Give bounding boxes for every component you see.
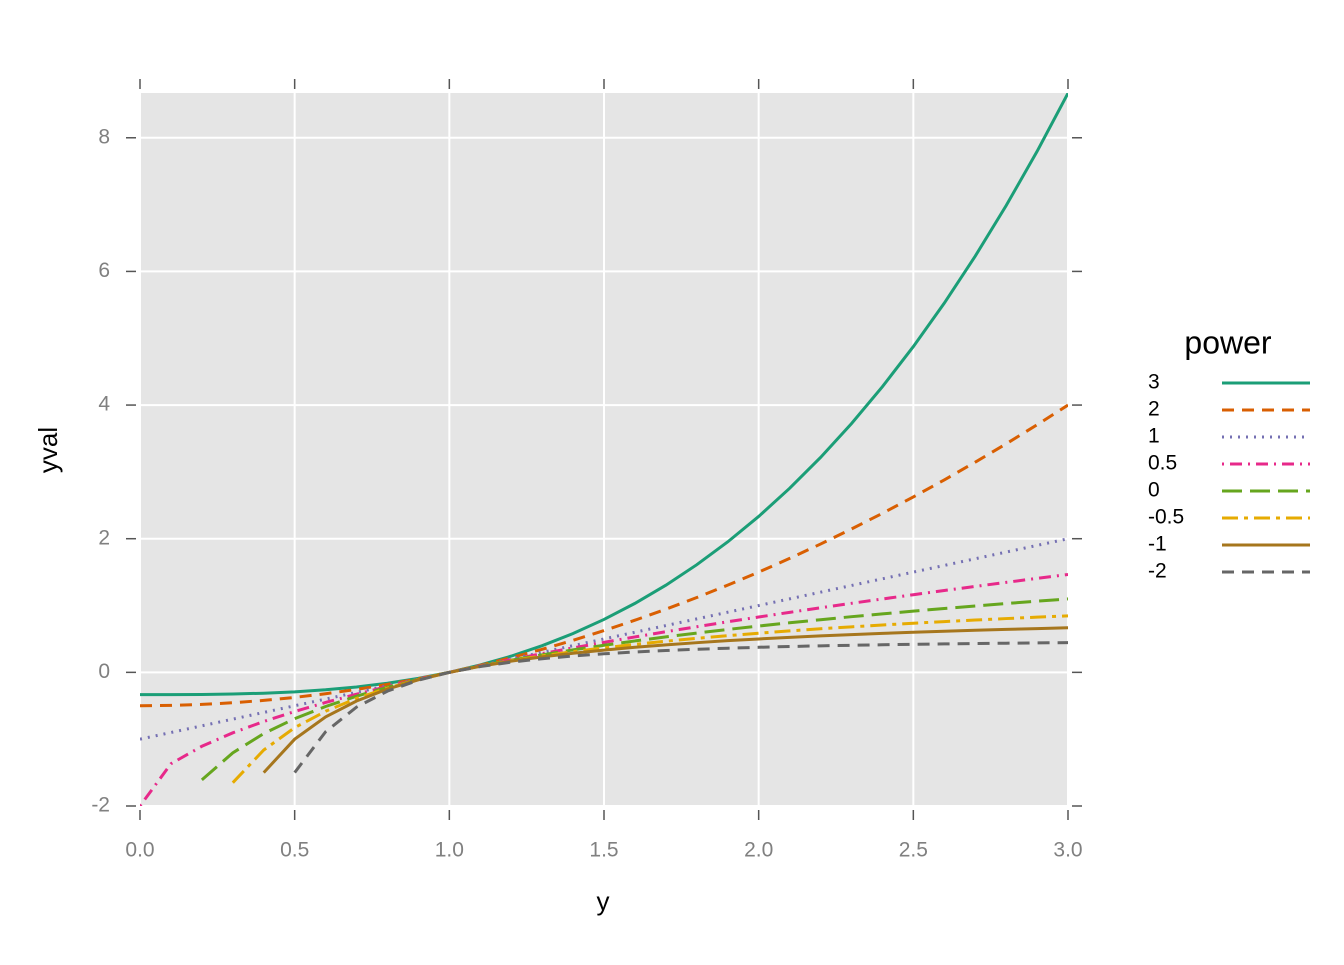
series-line [231, 614, 1068, 784]
x-tick-label: 1.5 [589, 839, 618, 862]
x-axis-label: y [597, 886, 610, 916]
legend-label: 2 [1148, 398, 1160, 421]
x-tick-label: 2.5 [899, 839, 928, 862]
legend-label: -0.5 [1148, 506, 1184, 529]
y-tick-label: 8 [98, 125, 110, 148]
y-tick-label: 2 [98, 526, 110, 549]
x-tick-label: 0.5 [280, 839, 309, 862]
legend-label: -2 [1148, 560, 1167, 583]
legend-label: 1 [1148, 425, 1160, 448]
y-tick-label: 0 [98, 660, 110, 683]
series-line [140, 403, 1068, 708]
series-line [262, 626, 1068, 774]
x-tick-label: 1.0 [435, 839, 464, 862]
x-tick-label: 3.0 [1053, 839, 1082, 862]
legend-label: 0 [1148, 479, 1160, 502]
plot-area [140, 93, 1068, 806]
y-axis-label: yval [33, 427, 63, 473]
y-tick-label: 4 [98, 393, 110, 416]
y-tick-label: -2 [91, 794, 110, 817]
legend-title: power [1184, 324, 1272, 360]
series-line [200, 597, 1068, 782]
x-tick-label: 0.0 [125, 839, 154, 862]
series-line [293, 641, 1068, 774]
legend-label: 3 [1148, 371, 1160, 394]
series-line [140, 573, 1068, 806]
legend-label: -1 [1148, 533, 1167, 556]
x-tick-label: 2.0 [744, 839, 773, 862]
series-line [140, 93, 1068, 697]
legend-label: 0.5 [1148, 452, 1177, 475]
y-tick-label: 6 [98, 259, 110, 282]
